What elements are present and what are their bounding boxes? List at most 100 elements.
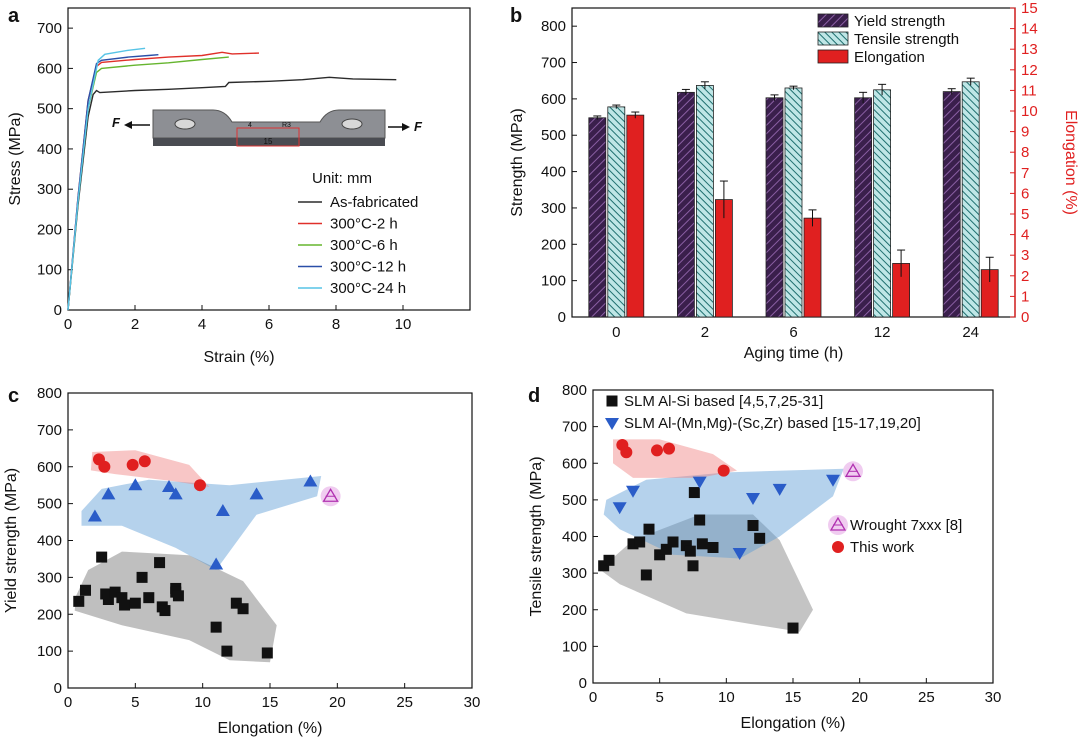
- marker-square: [129, 597, 141, 609]
- y-tick-label: 700: [37, 20, 62, 37]
- x-tick-label: 15: [262, 694, 279, 711]
- marker-square: [136, 571, 148, 583]
- marker-square: [159, 605, 171, 617]
- marker-square: [667, 536, 679, 548]
- y2-tick-label: 9: [1021, 124, 1029, 141]
- x-tick-label: 15: [785, 689, 802, 706]
- marker-circle: [98, 460, 111, 473]
- x-tick-label: 30: [985, 689, 1002, 706]
- gauge-dimension-box: [236, 127, 300, 147]
- marker-square: [687, 560, 699, 572]
- series-line: [67, 47, 146, 311]
- x-tick-label: 10: [395, 316, 412, 333]
- marker-circle: [620, 446, 633, 459]
- marker-triangle-down: [826, 474, 840, 487]
- marker-square: [747, 520, 759, 532]
- marker-triangle-up: [162, 480, 176, 493]
- series-line: [67, 56, 229, 311]
- y-axis-label: Tensile strength (MPa): [528, 456, 545, 616]
- x-tick-label: 0: [589, 689, 597, 706]
- bar-tensile-strength: [873, 89, 891, 318]
- panel-letter-b: b: [510, 5, 522, 27]
- marker-triangle-up: [215, 504, 230, 516]
- y2-tick-label: 10: [1021, 103, 1038, 120]
- series-line: [67, 76, 397, 311]
- al-mn-region: [81, 476, 322, 570]
- marker-square: [230, 597, 242, 609]
- marker-triangle-open: [829, 516, 847, 531]
- marker-triangle-open: [844, 463, 862, 477]
- y-tick-label: 800: [37, 385, 62, 402]
- marker-circle: [663, 442, 675, 455]
- y-tick-label: 600: [37, 60, 62, 77]
- marker-circle: [126, 458, 139, 471]
- x-tick-label: 20: [851, 689, 868, 706]
- y-tick-label: 500: [562, 492, 587, 509]
- x-axis-label: Elongation (%): [218, 720, 323, 737]
- legend-swatch: [817, 13, 849, 28]
- x-tick-label: 8: [332, 316, 340, 333]
- unit-label: Unit: mm: [312, 170, 372, 187]
- bar-tensile-strength: [961, 81, 980, 318]
- marker-triangle-up: [209, 557, 224, 570]
- y-tick-label: 500: [541, 127, 566, 144]
- marker-triangle-down: [746, 493, 760, 506]
- marker-square: [634, 536, 646, 548]
- y2-tick-label: 3: [1021, 247, 1029, 264]
- this-work-region: [613, 439, 737, 478]
- marker-circle: [832, 541, 844, 553]
- x-tick-label: 4: [198, 316, 206, 333]
- specimen-hole: [174, 118, 196, 130]
- legend-label: SLM Al-(Mn,Mg)-(Sc,Zr) based [15-17,19,2…: [624, 415, 921, 432]
- x-tick-label: 24: [962, 324, 979, 341]
- marker-square: [237, 603, 249, 615]
- legend-label: Yield strength: [854, 13, 945, 30]
- marker-square: [172, 590, 184, 602]
- specimen-inset: 15 4 R3 F F: [112, 109, 423, 147]
- y-tick-label: 0: [54, 680, 62, 697]
- y-tick-label: 300: [541, 200, 566, 217]
- x-axis-label: Strain (%): [203, 349, 274, 366]
- x-tick-label: 0: [64, 316, 72, 333]
- y-tick-label: 100: [562, 638, 587, 655]
- marker-circle: [193, 479, 206, 492]
- y-tick-label: 400: [541, 164, 566, 181]
- x-tick-label: 2: [131, 316, 139, 333]
- marker-triangle-down: [772, 483, 787, 496]
- y2-tick-label: 6: [1021, 185, 1029, 202]
- legend-label: Elongation: [854, 49, 925, 66]
- marker-square: [643, 523, 655, 535]
- legend-label: As-fabricated: [330, 194, 418, 211]
- panel-d: d0 5 10 15 20 25 300100200300400500600700800El…: [528, 382, 1001, 732]
- y-axis-label: Strength (MPa): [509, 108, 526, 216]
- bar-elongation: [626, 114, 645, 318]
- specimen-body: [152, 109, 386, 139]
- panel-b: b010020030040050060070080001234567891011…: [509, 0, 1079, 362]
- y-axis-label: Yield strength (MPa): [3, 468, 20, 613]
- x-tick-label: 25: [396, 694, 413, 711]
- legend-label: Tensile strength: [854, 31, 959, 48]
- y-tick-label: 600: [562, 455, 587, 472]
- marker-triangle-up: [303, 474, 318, 487]
- marker-circle: [717, 464, 730, 477]
- panel-c: c0 5 10 15 20 25 300100200300400500600700800El…: [3, 385, 480, 737]
- bar-elongation: [803, 217, 822, 318]
- panel-letter-d: d: [528, 385, 540, 407]
- marker-square: [154, 557, 166, 569]
- dimension-label: 4: [248, 122, 252, 129]
- bar-yield-strength: [677, 91, 695, 318]
- al-si-region: [74, 551, 277, 663]
- marker-triangle-down: [692, 476, 707, 489]
- bar-yield-strength: [765, 97, 784, 318]
- y-tick-label: 100: [37, 643, 62, 660]
- y2-tick-label: 15: [1021, 0, 1038, 17]
- y-tick-label: 300: [37, 569, 62, 586]
- y-tick-label: 100: [541, 273, 566, 290]
- marker-square: [102, 594, 114, 605]
- marker-triangle-down: [626, 485, 640, 498]
- y2-tick-label: 8: [1021, 144, 1029, 161]
- legend-label: 300°C-24 h: [330, 280, 406, 297]
- marker-square: [640, 569, 652, 581]
- bar-yield-strength: [854, 97, 872, 318]
